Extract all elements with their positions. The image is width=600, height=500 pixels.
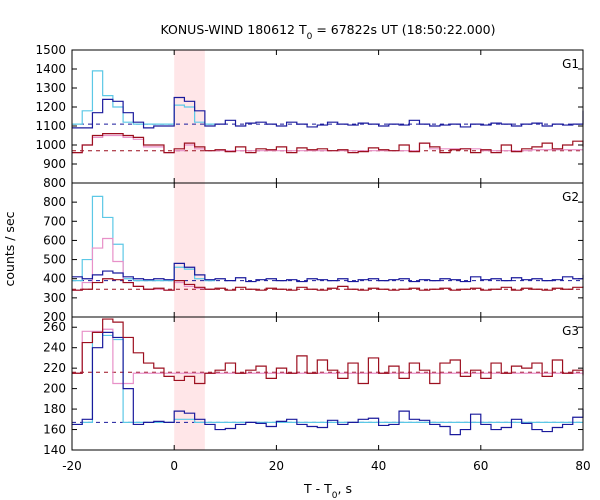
y-tick-label: 1500 — [35, 43, 66, 57]
y-tick-label: 1200 — [35, 100, 66, 114]
series-high — [72, 331, 584, 436]
series-low — [72, 133, 584, 154]
plot-area: 800900100011001200130014001500G120030040… — [35, 43, 590, 473]
y-tick-label: 800 — [43, 195, 66, 209]
panel-g3: 140 160 180 200 220 240 260 G3 — [43, 316, 584, 457]
y-tick-label: 1000 — [35, 138, 66, 152]
series-high — [72, 262, 584, 283]
y-axis-label: counts / sec — [2, 211, 17, 286]
y-tick-label: 200 — [43, 382, 66, 396]
trigger-interval-highlight — [174, 50, 205, 450]
series-low — [72, 278, 584, 291]
series-high-fit — [72, 331, 583, 426]
panel-frame — [71, 49, 584, 184]
y-tick-label: 260 — [43, 320, 66, 334]
x-tick-label: 40 — [371, 459, 386, 473]
y-tick-label: 300 — [43, 291, 66, 305]
y-tick-label: 1400 — [35, 62, 66, 76]
series-low-fit — [72, 328, 584, 385]
chart-title: KONUS-WIND 180612 T0 = 67822s UT (18:50:… — [160, 22, 495, 42]
series-high — [72, 96, 584, 129]
y-tick-label: 700 — [43, 214, 66, 228]
y-tick-label: 800 — [43, 176, 66, 190]
y-tick-label: 180 — [43, 402, 66, 416]
y-tick-label: 1100 — [35, 119, 66, 133]
x-tick-label: 60 — [473, 459, 488, 473]
y-tick-label: 500 — [43, 253, 66, 267]
x-tick-label: -20 — [62, 459, 82, 473]
panel-label: G1 — [562, 57, 579, 71]
x-tick-label: 80 — [575, 459, 590, 473]
panel-g1: 800 900 1000 1100 1200 1300 1400 1500 G1 — [35, 43, 584, 190]
panel-frame — [71, 182, 584, 318]
x-tick-label: 20 — [269, 459, 284, 473]
x-axis-label: T - T0, s — [303, 481, 352, 500]
y-tick-label: 900 — [43, 157, 66, 171]
y-tick-label: 600 — [43, 233, 66, 247]
y-tick-label: 1300 — [35, 81, 66, 95]
y-tick-label: 200 — [43, 310, 66, 324]
y-tick-label: 160 — [43, 423, 66, 437]
panel-g2: 200 300 400 500 600 700 800 G2 — [43, 182, 584, 324]
panel-label: G3 — [562, 324, 579, 338]
y-tick-label: 400 — [43, 272, 66, 286]
panel-frame — [71, 316, 584, 451]
panel-label: G2 — [562, 190, 579, 204]
y-tick-label: 240 — [43, 341, 66, 355]
y-tick-label: 220 — [43, 361, 66, 375]
x-tick-label: 0 — [170, 459, 178, 473]
series-low — [72, 318, 584, 385]
y-tick-label: 140 — [43, 443, 66, 457]
